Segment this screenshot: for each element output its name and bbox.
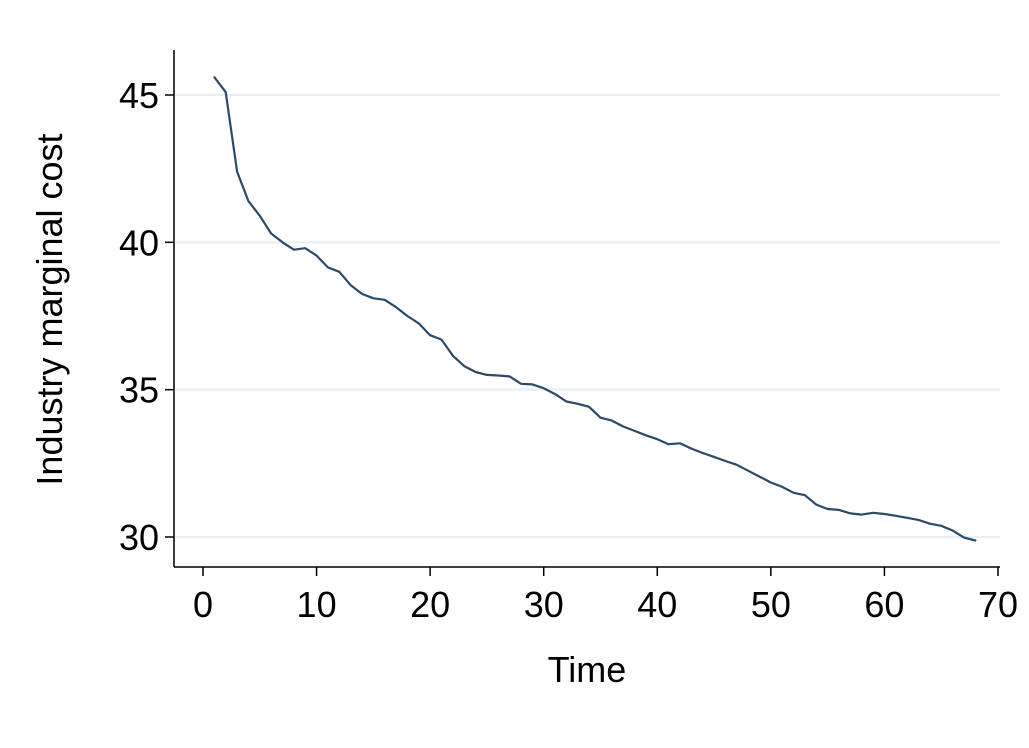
y-tick-label: 30 xyxy=(119,517,159,558)
y-tick-label: 35 xyxy=(119,370,159,411)
x-tick-label: 70 xyxy=(978,584,1018,625)
x-tick-label: 0 xyxy=(193,584,213,625)
x-tick-label: 60 xyxy=(864,584,904,625)
gridlines xyxy=(175,94,1000,538)
series-line xyxy=(213,76,977,542)
y-axis-title: Industry marginal cost xyxy=(29,133,70,485)
x-axis-ticks: 0 10 20 30 40 50 60 70 xyxy=(193,567,1018,625)
y-tick-label: 45 xyxy=(119,75,159,116)
x-tick-label: 50 xyxy=(751,584,791,625)
x-tick-label: 20 xyxy=(410,584,450,625)
y-tick-label: 40 xyxy=(119,222,159,263)
y-axis-ticks: 30 35 40 45 xyxy=(119,75,174,558)
x-tick-label: 30 xyxy=(524,584,564,625)
x-axis-title: Time xyxy=(548,649,627,690)
x-tick-label: 10 xyxy=(297,584,337,625)
axes xyxy=(173,50,1000,568)
x-tick-label: 40 xyxy=(637,584,677,625)
series xyxy=(213,76,977,542)
